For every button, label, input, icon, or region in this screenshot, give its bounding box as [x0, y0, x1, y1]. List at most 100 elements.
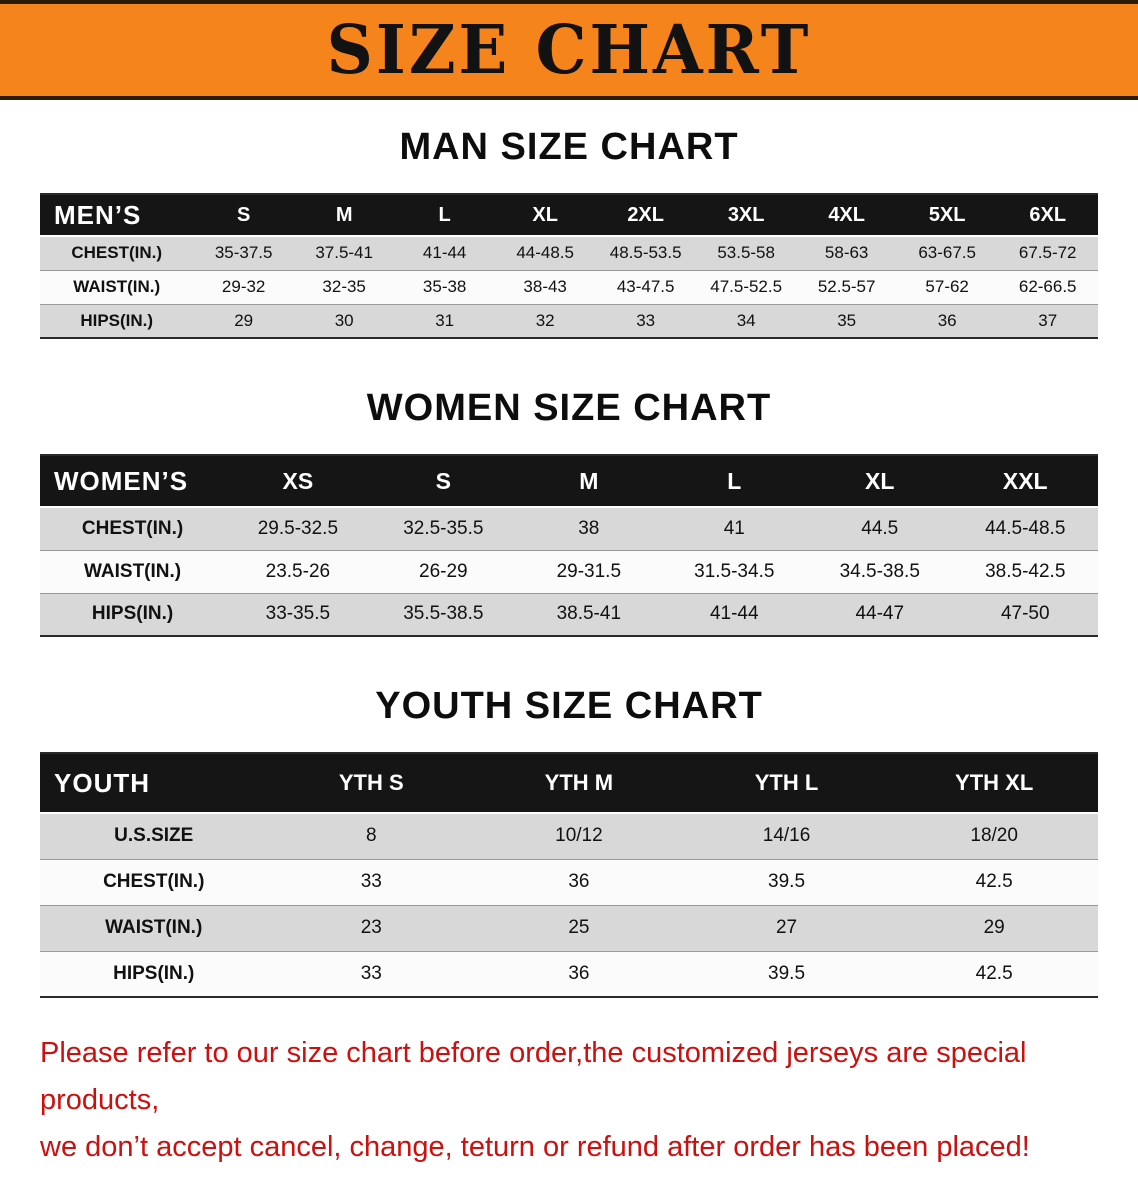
size-cell: 14/16 — [762, 825, 811, 847]
size-cell: 57-62 — [925, 277, 969, 296]
size-cell: 33 — [636, 310, 656, 330]
size-cell: 41-44 — [709, 603, 759, 625]
size-cell: 18/20 — [970, 825, 1018, 847]
size-cell: 33 — [360, 871, 382, 892]
table-row: HIPS(IN.) 33-35.5 35.5-38.5 38.5-41 41-44 44-… — [40, 593, 1098, 636]
size-cell: 27 — [775, 917, 798, 938]
size-table: YOUTH YTH S YTH M YTH L YTH XL U.S.SIZE 8 10/12… — [40, 752, 1098, 998]
column-header: XL — [494, 194, 596, 237]
size-section-0: MAN SIZE CHART MEN’S S M L XL 2XL 3XL 4XL 5XL 6XL C… — [40, 126, 1098, 339]
table-corner-label: YOUTH — [40, 753, 268, 814]
size-cell: 47-50 — [1000, 603, 1050, 625]
column-header: L — [394, 194, 495, 237]
size-cell: 36 — [568, 871, 590, 892]
column-header: 3XL — [695, 194, 797, 237]
row-label: WAIST(IN.) — [84, 560, 182, 582]
size-cell: 23 — [360, 917, 382, 938]
size-cell: 41-44 — [422, 243, 467, 263]
banner-title: SIZE CHART — [326, 10, 812, 90]
column-header: YTH L — [682, 753, 891, 814]
column-header: YTH S — [267, 753, 476, 814]
size-cell: 34.5-38.5 — [839, 560, 920, 582]
row-label: HIPS(IN.) — [113, 962, 195, 984]
table-row: HIPS(IN.) 29 30 31 32 33 34 35 36 37 — [40, 304, 1098, 338]
size-cell: 33-35.5 — [265, 603, 331, 625]
column-header: 2XL — [595, 194, 696, 237]
size-cell: 38 — [578, 517, 600, 539]
row-label: U.S.SIZE — [114, 825, 194, 847]
size-cell: 37 — [1038, 310, 1058, 330]
size-cell: 39.5 — [768, 962, 806, 984]
row-label: WAIST(IN.) — [73, 277, 161, 296]
size-cell: 32-35 — [322, 277, 366, 296]
table-row: CHEST(IN.) 35-37.5 37.5-41 41-44 44-48.5 48.5… — [40, 236, 1098, 270]
table-row: CHEST(IN.) 33 36 39.5 42.5 — [40, 859, 1098, 905]
size-cell: 32 — [535, 310, 555, 330]
table-row: U.S.SIZE 8 10/12 14/16 18/20 — [40, 813, 1098, 859]
size-cell: 44-47 — [855, 603, 905, 625]
footer-note-line-1: Please refer to our size chart before or… — [40, 1037, 1027, 1116]
banner: SIZE CHART — [0, 0, 1138, 100]
footer-note: Please refer to our size chart before or… — [40, 1030, 1098, 1171]
section-heading: MAN SIZE CHART — [399, 126, 739, 168]
size-cell: 29-31.5 — [556, 560, 622, 582]
size-cell: 52.5-57 — [817, 277, 876, 296]
size-cell: 26-29 — [419, 560, 468, 582]
size-cell: 44.5 — [861, 517, 899, 539]
column-header: M — [516, 455, 662, 508]
size-cell: 37.5-41 — [315, 243, 373, 263]
size-cell: 33 — [360, 962, 382, 984]
size-cell: 29.5-32.5 — [257, 517, 339, 539]
size-cell: 10/12 — [555, 825, 603, 847]
size-chart-content: MAN SIZE CHART MEN’S S M L XL 2XL 3XL 4XL 5XL 6XL C… — [0, 126, 1138, 1171]
size-cell: 31 — [435, 310, 455, 330]
column-header: L — [661, 455, 808, 508]
row-label: WAIST(IN.) — [105, 917, 203, 938]
row-label: CHEST(IN.) — [103, 871, 205, 892]
size-cell: 32.5-35.5 — [403, 517, 484, 539]
size-cell: 38.5-42.5 — [985, 560, 1066, 582]
column-header: XL — [807, 455, 953, 508]
table-row: HIPS(IN.) 33 36 39.5 42.5 — [40, 951, 1098, 997]
size-cell: 36 — [568, 962, 590, 984]
column-header: 5XL — [896, 194, 998, 237]
size-cell: 38-43 — [523, 277, 567, 296]
column-header: 4XL — [796, 194, 897, 237]
size-cell: 31.5-34.5 — [694, 560, 775, 582]
table-row: WAIST(IN.) 23 25 27 29 — [40, 905, 1098, 951]
size-section-1: WOMEN SIZE CHART WOMEN’S XS S M L XL XXL CHEST(I… — [40, 387, 1098, 637]
column-header: YTH M — [475, 753, 683, 814]
row-label: HIPS(IN.) — [80, 310, 154, 330]
size-cell: 29-32 — [221, 277, 266, 296]
size-cell: 41 — [723, 517, 745, 539]
footer-note-line-2: we don’t accept cancel, change, teturn o… — [40, 1130, 1030, 1163]
size-cell: 42.5 — [975, 871, 1013, 892]
size-cell: 8 — [365, 825, 377, 847]
section-heading: YOUTH SIZE CHART — [375, 685, 763, 727]
size-cell: 44.5-48.5 — [985, 517, 1066, 539]
size-cell: 38.5-41 — [556, 603, 622, 625]
size-cell: 42.5 — [975, 962, 1013, 984]
section-heading: WOMEN SIZE CHART — [366, 387, 772, 429]
size-cell: 29 — [983, 917, 1005, 938]
size-cell: 58-63 — [824, 243, 869, 263]
table-row: WAIST(IN.) 29-32 32-35 35-38 38-43 43-47.5 47.… — [40, 270, 1098, 304]
size-cell: 34 — [736, 310, 756, 330]
size-table: WOMEN’S XS S M L XL XXL CHEST(IN.) 29.5-32.5 32.5… — [40, 454, 1098, 637]
column-header: XXL — [952, 455, 1098, 508]
size-cell: 43-47.5 — [616, 277, 675, 296]
column-header: S — [370, 455, 517, 508]
size-table: MEN’S S M L XL 2XL 3XL 4XL 5XL 6XL CHEST(IN.) 35-37… — [40, 193, 1098, 339]
row-label: HIPS(IN.) — [91, 603, 174, 625]
column-header: 6XL — [997, 194, 1098, 237]
row-label: CHEST(IN.) — [81, 517, 184, 539]
table-row: CHEST(IN.) 29.5-32.5 32.5-35.5 38 41 44.5 44.5… — [40, 507, 1098, 550]
size-cell: 23.5-26 — [265, 560, 331, 582]
size-cell: 35.5-38.5 — [403, 603, 484, 625]
size-cell: 44-48.5 — [516, 243, 574, 263]
size-cell: 39.5 — [768, 871, 806, 892]
table-corner-label: WOMEN’S — [40, 455, 226, 508]
size-sections: MAN SIZE CHART MEN’S S M L XL 2XL 3XL 4XL 5XL 6XL C… — [40, 126, 1098, 998]
size-cell: 67.5-72 — [1018, 243, 1077, 263]
size-cell: 36 — [937, 310, 957, 330]
